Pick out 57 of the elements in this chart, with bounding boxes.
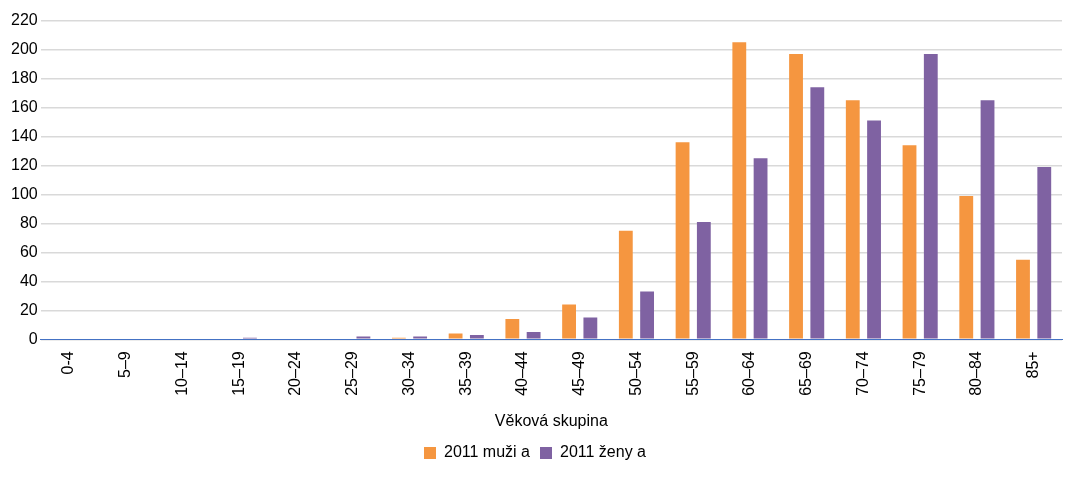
bar [469, 334, 484, 339]
x-tick-label: 60–64 [740, 351, 758, 396]
y-tick-label: 0 [28, 329, 38, 347]
x-axis-title: Věková skupina [494, 411, 608, 429]
x-tick-label: 40–44 [513, 351, 531, 396]
y-tick-label: 100 [10, 184, 38, 202]
bar [505, 319, 520, 339]
x-tick-label: 65–69 [797, 351, 815, 396]
bar [413, 336, 428, 339]
x-tick-label: 85+ [1024, 351, 1042, 379]
y-tick-label: 140 [10, 126, 38, 144]
y-tick-label: 20 [19, 300, 38, 318]
y-tick-label: 200 [10, 39, 38, 57]
bar [526, 332, 541, 339]
x-tick-label: 55–59 [683, 351, 701, 396]
x-tick-label: 0-4 [59, 351, 77, 375]
x-tick-label: 30–34 [399, 351, 417, 396]
bar [675, 142, 690, 339]
bar [696, 221, 711, 339]
bar [1037, 166, 1052, 339]
bar [845, 100, 860, 339]
bar [810, 87, 825, 339]
bar [867, 120, 881, 339]
x-tick-label: 10–14 [172, 351, 190, 396]
bar [923, 53, 938, 339]
y-tick-label: 60 [19, 242, 38, 260]
bar [959, 195, 974, 339]
y-tick-label: 180 [10, 68, 38, 86]
y-tick-label: 40 [19, 271, 38, 289]
bar [448, 333, 463, 339]
x-tick-label: 25–29 [343, 351, 361, 396]
bar [356, 336, 371, 339]
bar [618, 230, 633, 339]
x-tick-label: 5–9 [116, 351, 134, 379]
y-tick-label: 120 [10, 155, 38, 173]
y-tick-label: 80 [19, 213, 38, 231]
bar [640, 291, 655, 339]
legend-label: 2011 muži a [444, 443, 531, 461]
bar [902, 145, 917, 339]
x-tick-label: 35–39 [456, 351, 474, 396]
x-tick-label: 75–79 [910, 351, 928, 396]
x-tick-label: 80–84 [967, 351, 985, 396]
legend-label: 2011 ženy a [559, 443, 647, 461]
bar [1016, 259, 1030, 339]
x-tick-label: 15–19 [229, 351, 247, 396]
x-tick-label: 20–24 [286, 351, 304, 396]
x-tick-label: 50–54 [626, 351, 644, 396]
x-tick-label: 45–49 [570, 351, 588, 396]
bar [789, 53, 803, 339]
bar [753, 158, 768, 339]
x-tick-label: 70–74 [853, 351, 871, 396]
y-tick-label: 160 [10, 97, 38, 115]
bar [562, 304, 576, 339]
bar [732, 42, 747, 339]
bar [583, 317, 598, 339]
y-tick-label: 220 [10, 11, 38, 29]
bar [980, 100, 995, 339]
